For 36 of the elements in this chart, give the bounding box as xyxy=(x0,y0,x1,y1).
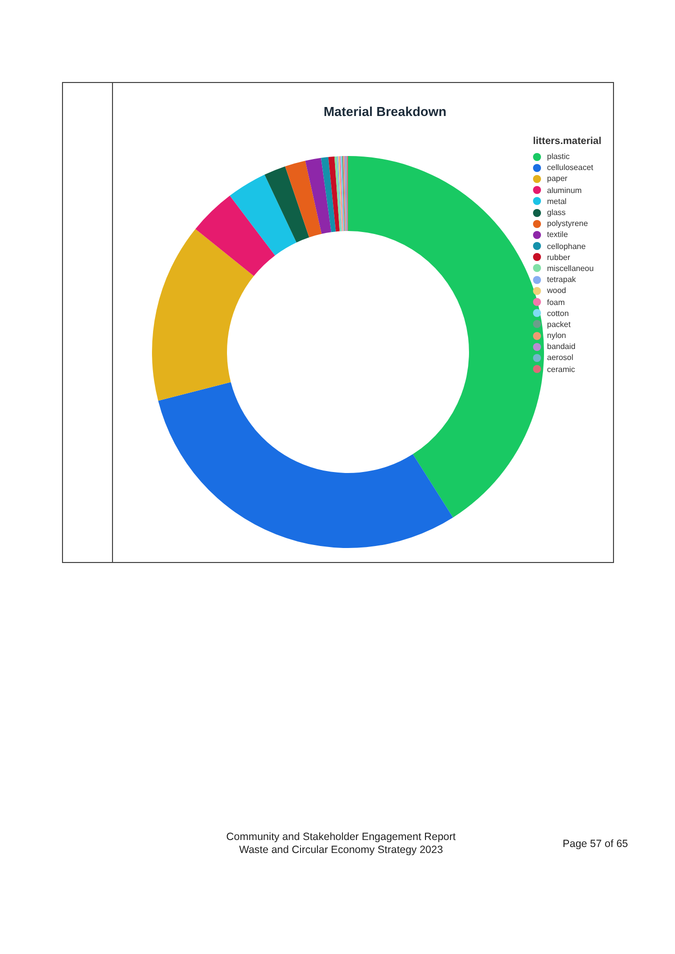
legend-label: plastic xyxy=(547,152,570,162)
donut-slice xyxy=(152,228,254,401)
legend-label: aerosol xyxy=(547,353,574,362)
legend-title: litters.material xyxy=(533,136,602,147)
donut-slice xyxy=(305,158,332,234)
donut-slice xyxy=(285,160,322,238)
legend-label: nylon xyxy=(547,331,566,340)
legend-label: textile xyxy=(547,230,568,240)
legend-label: rubber xyxy=(547,252,570,262)
donut-slice xyxy=(195,196,276,276)
legend-label: ceramic xyxy=(547,364,576,374)
legend-label: bandaid xyxy=(547,342,576,352)
legend-label: paper xyxy=(547,174,568,184)
legend-label: cotton xyxy=(547,308,569,318)
legend-label: foam xyxy=(547,298,565,307)
donut-slice xyxy=(328,156,340,232)
legend-label: tetrapak xyxy=(547,275,576,284)
legend-label: glass xyxy=(547,208,566,218)
text: Page 57 of 65 xyxy=(562,838,628,850)
donut-slice xyxy=(334,156,342,232)
text: Waste and Circular Economy Strategy 2023 xyxy=(238,844,444,856)
text: Community and Stakeholder Engagement Report xyxy=(225,831,457,843)
legend-label: wood xyxy=(547,286,566,296)
legend-label: packet xyxy=(547,320,571,329)
donut-slice xyxy=(158,382,454,548)
donut-slice xyxy=(320,156,336,232)
legend-label: cellophane xyxy=(547,242,586,251)
legend-label: metal xyxy=(547,196,567,206)
legend-label: miscellaneou xyxy=(547,264,594,273)
donut-slice xyxy=(230,174,296,256)
legend-label: aluminum xyxy=(547,186,582,195)
donut-slice xyxy=(264,166,310,243)
legend-label: polystyrene xyxy=(547,219,588,228)
donut-slice xyxy=(348,156,544,518)
legend-label: celluloseacet xyxy=(547,163,594,172)
chart-title: Material Breakdown xyxy=(322,104,448,119)
